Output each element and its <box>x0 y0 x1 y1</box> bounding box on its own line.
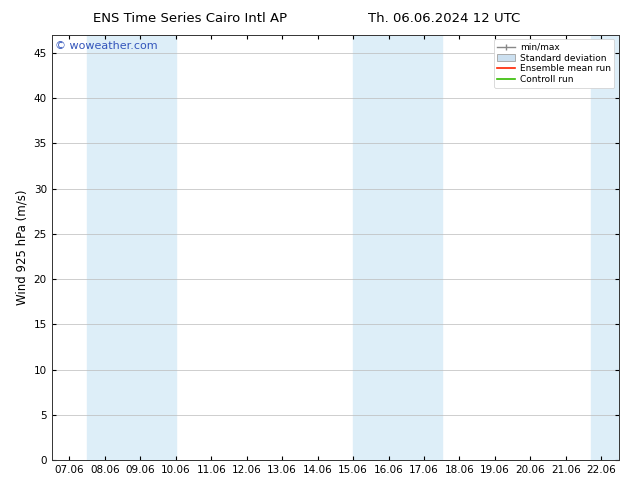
Text: ENS Time Series Cairo Intl AP: ENS Time Series Cairo Intl AP <box>93 12 287 25</box>
Text: Th. 06.06.2024 12 UTC: Th. 06.06.2024 12 UTC <box>368 12 520 25</box>
Text: © woweather.com: © woweather.com <box>55 41 157 51</box>
Legend: min/max, Standard deviation, Ensemble mean run, Controll run: min/max, Standard deviation, Ensemble me… <box>494 39 614 88</box>
Bar <box>87 35 176 460</box>
Bar <box>591 35 619 460</box>
Bar <box>353 35 442 460</box>
Y-axis label: Wind 925 hPa (m/s): Wind 925 hPa (m/s) <box>15 190 28 305</box>
